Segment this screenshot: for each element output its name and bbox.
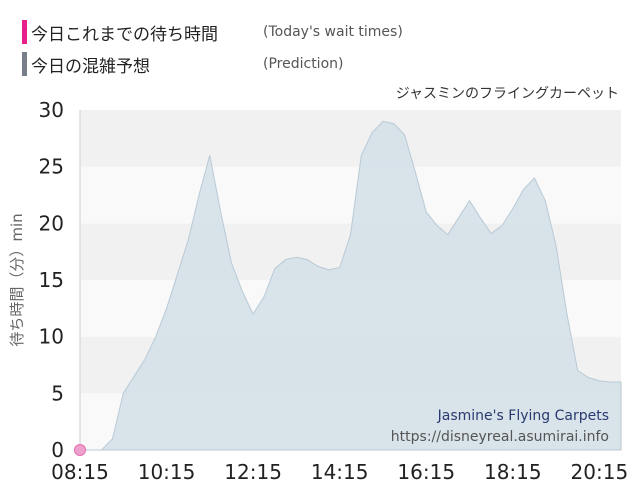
legend-sublabel-today: (Today's wait times) xyxy=(263,24,403,40)
grid-band xyxy=(80,110,621,167)
x-tick-label: 16:15 xyxy=(397,460,455,484)
watermark-url: https://disneyreal.asumirai.info xyxy=(391,429,609,445)
y-tick-label: 15 xyxy=(39,268,64,292)
y-tick-label: 10 xyxy=(39,325,64,349)
y-tick-label: 25 xyxy=(39,155,64,179)
x-tick-label: 18:15 xyxy=(484,460,542,484)
legend-label-prediction: 今日の混雑予想 xyxy=(31,56,150,77)
y-tick-label: 5 xyxy=(51,381,64,405)
y-axis-label: 待ち時間（分）min xyxy=(8,213,26,346)
x-tick-label: 20:15 xyxy=(571,460,629,484)
y-tick-label: 0 xyxy=(51,438,64,462)
legend-swatch-today xyxy=(22,20,27,44)
legend-label-today: 今日これまでの待ち時間 xyxy=(31,24,218,45)
legend: 今日これまでの待ち時間 (Today's wait times) 今日の混雑予想… xyxy=(22,18,403,78)
y-tick-label: 20 xyxy=(39,211,64,235)
legend-sublabel-prediction: (Prediction) xyxy=(263,56,344,72)
x-tick-label: 14:15 xyxy=(311,460,369,484)
attraction-title: ジャスミンのフライングカーペット xyxy=(396,86,619,102)
x-tick-label: 08:15 xyxy=(51,460,109,484)
legend-item-prediction: 今日の混雑予想 (Prediction) xyxy=(22,50,403,78)
watermark-name: Jasmine's Flying Carpets xyxy=(437,408,609,424)
legend-item-today: 今日これまでの待ち時間 (Today's wait times) xyxy=(22,18,403,46)
legend-swatch-prediction xyxy=(22,52,27,76)
actual-wait-point xyxy=(74,444,86,456)
prediction-area xyxy=(80,120,622,451)
x-tick-label: 10:15 xyxy=(138,460,196,484)
y-tick-label: 30 xyxy=(39,98,64,122)
x-tick-label: 12:15 xyxy=(224,460,282,484)
